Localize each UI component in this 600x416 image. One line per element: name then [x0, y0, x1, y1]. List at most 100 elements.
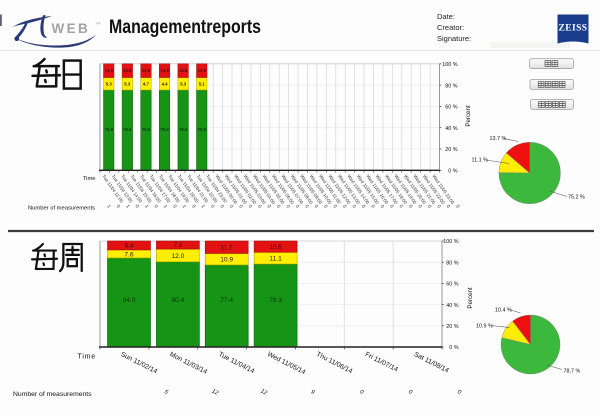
svg-text:0: 0 — [257, 203, 263, 209]
svg-text:0: 0 — [389, 203, 395, 209]
svg-text:0: 0 — [333, 203, 339, 209]
svg-text:0: 0 — [220, 203, 226, 209]
svg-text:75.2 %: 75.2 % — [568, 195, 585, 201]
svg-text:5.3: 5.3 — [124, 82, 131, 87]
svg-text:5.1: 5.1 — [199, 82, 206, 87]
svg-text:0: 0 — [370, 203, 376, 209]
svg-text:0: 0 — [455, 203, 461, 209]
svg-text:Creator:: Creator: — [437, 23, 464, 32]
svg-text:11.1: 11.1 — [269, 256, 282, 263]
svg-text:11.1 %: 11.1 % — [472, 158, 489, 164]
svg-text:0: 0 — [238, 203, 244, 209]
svg-text:13.8: 13.8 — [198, 68, 207, 73]
svg-text:0: 0 — [436, 203, 442, 209]
svg-text:0: 0 — [172, 203, 178, 209]
svg-text:0: 0 — [407, 389, 413, 396]
svg-text:77.4: 77.4 — [220, 297, 233, 304]
svg-text:13.8: 13.8 — [179, 68, 188, 73]
svg-text:0: 0 — [267, 203, 273, 209]
svg-text:75.9: 75.9 — [179, 127, 188, 132]
svg-text:0: 0 — [135, 203, 141, 209]
svg-text:100 %: 100 % — [443, 239, 458, 245]
svg-text:80.4: 80.4 — [171, 297, 184, 304]
svg-text:0 %: 0 % — [448, 169, 457, 175]
svg-text:1: 1 — [163, 203, 169, 209]
svg-text:0: 0 — [229, 203, 235, 209]
svg-text:0: 0 — [408, 203, 414, 209]
svg-text:12.0: 12.0 — [171, 253, 184, 260]
svg-text:75.9: 75.9 — [123, 127, 132, 132]
svg-text:0: 0 — [427, 203, 433, 209]
svg-text:0: 0 — [352, 203, 358, 209]
svg-text:0: 0 — [418, 203, 424, 209]
svg-text:10.6: 10.6 — [270, 244, 283, 251]
svg-text:4.4: 4.4 — [162, 82, 169, 87]
svg-text:84.0: 84.0 — [123, 297, 136, 304]
svg-text:0: 0 — [191, 203, 197, 209]
svg-text:Number of measurements: Number of measurements — [13, 391, 92, 398]
svg-text:13.8: 13.8 — [123, 68, 132, 73]
svg-text:0: 0 — [323, 203, 329, 209]
svg-text:5.3: 5.3 — [106, 82, 113, 87]
svg-text:4.7: 4.7 — [143, 82, 150, 87]
svg-text:10.9: 10.9 — [220, 257, 233, 264]
svg-text:Percent: Percent — [467, 287, 474, 309]
svg-text:75.9: 75.9 — [160, 127, 169, 132]
svg-text:9: 9 — [310, 389, 316, 396]
svg-text:0: 0 — [456, 389, 462, 396]
svg-text:10.9 %: 10.9 % — [476, 324, 493, 330]
svg-text:Number of measurements: Number of measurements — [28, 206, 95, 212]
svg-text:0: 0 — [248, 203, 254, 209]
svg-text:WEB: WEB — [52, 21, 91, 36]
svg-text:100 %: 100 % — [442, 62, 457, 68]
svg-text:40 %: 40 % — [445, 126, 457, 132]
svg-text:8.4: 8.4 — [125, 243, 134, 250]
svg-text:™: ™ — [95, 22, 101, 28]
svg-text:0: 0 — [210, 203, 216, 209]
svg-text:0: 0 — [380, 203, 386, 209]
svg-text:80 %: 80 % — [446, 260, 458, 266]
svg-text:40 %: 40 % — [446, 303, 458, 309]
svg-text:75.9: 75.9 — [142, 127, 151, 132]
svg-text:12: 12 — [259, 388, 268, 397]
svg-text:Signature:: Signature: — [437, 34, 471, 43]
svg-text:20 %: 20 % — [445, 147, 457, 153]
svg-text:0: 0 — [446, 203, 452, 209]
svg-text:0 %: 0 % — [449, 345, 458, 351]
svg-text:Managementreports: Managementreports — [109, 17, 261, 38]
svg-text:60 %: 60 % — [446, 282, 458, 288]
svg-text:Date:: Date: — [437, 12, 455, 21]
svg-text:0: 0 — [361, 203, 367, 209]
svg-text:Percent: Percent — [465, 105, 472, 127]
svg-text:1: 1 — [144, 203, 150, 209]
svg-text:0: 0 — [276, 203, 282, 209]
svg-text:1: 1 — [106, 203, 112, 209]
svg-text:11.7: 11.7 — [221, 244, 233, 251]
svg-text:1: 1 — [182, 203, 188, 209]
svg-text:13.7 %: 13.7 % — [490, 136, 507, 142]
svg-text:7.6: 7.6 — [124, 251, 133, 258]
svg-text:20 %: 20 % — [446, 324, 458, 330]
svg-text:0: 0 — [314, 203, 320, 209]
svg-text:10.4 %: 10.4 % — [495, 308, 512, 314]
svg-text:78.3: 78.3 — [269, 297, 282, 304]
svg-text:13.8: 13.8 — [160, 68, 169, 73]
svg-text:75.9: 75.9 — [198, 127, 207, 132]
svg-text:12: 12 — [211, 388, 220, 397]
svg-text:13.8: 13.8 — [142, 68, 151, 73]
svg-text:1: 1 — [201, 203, 207, 209]
svg-text:5.3: 5.3 — [180, 82, 187, 87]
svg-text:75.9: 75.9 — [105, 127, 114, 132]
svg-text:ZEISS: ZEISS — [559, 24, 588, 34]
svg-text:60 %: 60 % — [445, 105, 457, 111]
svg-text:0: 0 — [304, 203, 310, 209]
svg-text:0: 0 — [342, 203, 348, 209]
svg-text:0: 0 — [116, 203, 122, 209]
svg-text:7.6: 7.6 — [174, 242, 183, 249]
svg-text:0: 0 — [295, 203, 301, 209]
svg-text:80 %: 80 % — [445, 83, 457, 89]
svg-text:5: 5 — [163, 389, 169, 396]
svg-text:1: 1 — [125, 203, 131, 209]
svg-text:Time: Time — [83, 176, 96, 182]
svg-text:0: 0 — [154, 203, 160, 209]
